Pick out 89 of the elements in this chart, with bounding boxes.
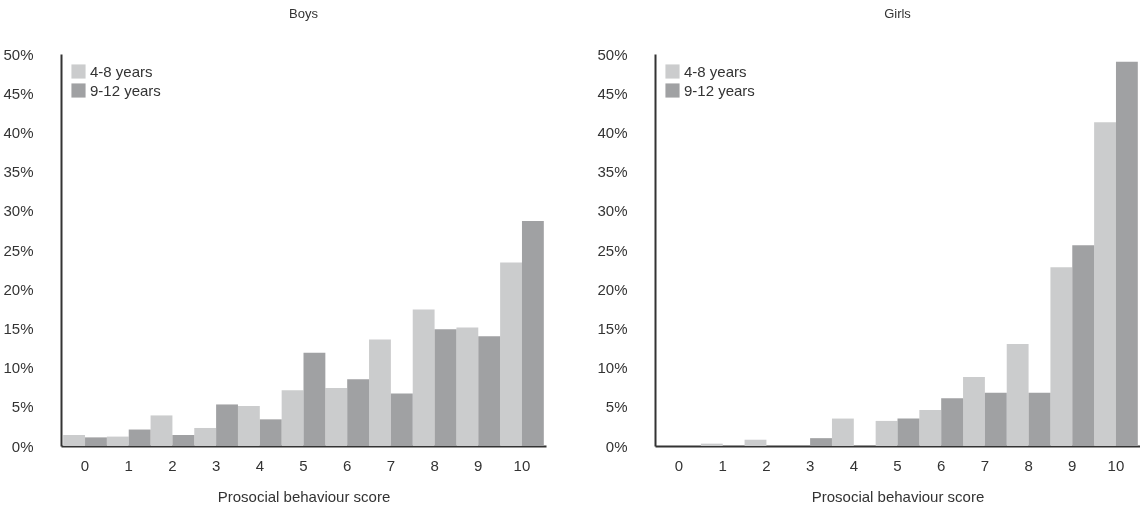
- bar: [831, 418, 854, 446]
- bar: [456, 327, 479, 446]
- x-tick-label: 4: [849, 456, 858, 474]
- y-tick-label: 20%: [597, 280, 628, 298]
- y-tick-label: 45%: [597, 84, 628, 102]
- y-tick-label: 35%: [597, 163, 628, 181]
- x-tick-label: 2: [168, 456, 177, 474]
- bar: [434, 329, 457, 446]
- x-tick-label: 0: [80, 456, 90, 474]
- legend-label: 9-12 years: [684, 81, 755, 99]
- y-tick-label: 50%: [3, 45, 34, 63]
- y-tick-label: 0%: [605, 437, 628, 455]
- bar: [259, 419, 282, 446]
- y-tick-label: 50%: [597, 45, 628, 63]
- bar: [325, 387, 348, 446]
- x-tick-label: 0: [674, 456, 684, 474]
- bar: [1094, 122, 1116, 446]
- bar: [897, 418, 920, 446]
- bar: [150, 415, 173, 446]
- y-tick-label: 30%: [597, 202, 628, 220]
- bar: [875, 420, 898, 446]
- y-tick-label: 5%: [605, 398, 628, 416]
- bar: [810, 438, 832, 446]
- y-tick-label: 25%: [597, 241, 628, 259]
- y-tick-label: 15%: [597, 319, 628, 337]
- bar: [1028, 392, 1051, 446]
- y-tick-label: 45%: [3, 84, 34, 102]
- y-tick-label: 15%: [3, 319, 34, 337]
- bar: [369, 339, 391, 446]
- y-tick-label: 35%: [3, 163, 34, 181]
- x-tick-label: 5: [893, 456, 902, 474]
- legend-label: 9-12 years: [90, 81, 161, 99]
- bar: [1072, 245, 1095, 446]
- bar: [128, 429, 151, 446]
- x-tick-label: 9: [1068, 456, 1077, 474]
- bar: [303, 352, 326, 446]
- x-tick-label: 1: [718, 456, 727, 474]
- bar: [1050, 267, 1073, 446]
- y-tick-label: 30%: [3, 202, 34, 220]
- x-tick-label: 7: [386, 456, 396, 474]
- x-tick-label: 2: [762, 456, 771, 474]
- y-tick-label: 10%: [597, 359, 628, 377]
- bar: [1115, 61, 1138, 446]
- bar: [963, 377, 985, 446]
- x-tick-label: 6: [937, 456, 946, 474]
- bar: [347, 379, 370, 446]
- x-tick-label: 4: [255, 456, 264, 474]
- bar: [194, 427, 217, 446]
- y-tick-label: 0%: [11, 437, 34, 455]
- x-tick-label: 3: [805, 456, 815, 474]
- bar: [281, 390, 304, 446]
- x-tick-label: 3: [211, 456, 221, 474]
- bar: [237, 406, 260, 446]
- x-tick-label: 9: [474, 456, 483, 474]
- y-tick-label: 40%: [597, 123, 628, 141]
- bar: [1006, 344, 1029, 446]
- bar: [390, 393, 413, 446]
- x-tick-label: 8: [1024, 456, 1033, 474]
- y-tick-label: 5%: [11, 398, 34, 416]
- y-tick-label: 20%: [3, 280, 34, 298]
- x-tick-label: 5: [299, 456, 308, 474]
- bar: [216, 404, 238, 446]
- y-tick-label: 10%: [3, 359, 34, 377]
- bar: [984, 392, 1007, 446]
- x-tick-label: 10: [513, 456, 531, 474]
- x-tick-label: 6: [343, 456, 352, 474]
- x-tick-label: 8: [430, 456, 439, 474]
- bar: [478, 336, 501, 446]
- bar: [63, 435, 86, 446]
- bar: [85, 437, 107, 446]
- chart-title: Boys: [289, 6, 319, 21]
- bar: [919, 409, 942, 446]
- chart-title: Girls: [884, 6, 912, 21]
- bar: [744, 439, 767, 446]
- bar: [106, 436, 129, 446]
- x-axis-title: Prosocial behaviour score: [811, 487, 985, 505]
- y-tick-label: 25%: [3, 241, 34, 259]
- bar: [412, 309, 435, 446]
- x-tick-label: 1: [124, 456, 133, 474]
- legend-label: 4-8 years: [90, 62, 153, 80]
- y-tick-label: 40%: [3, 123, 34, 141]
- x-tick-label: 7: [980, 456, 990, 474]
- legend-label: 4-8 years: [684, 62, 747, 80]
- bar: [172, 435, 195, 446]
- x-axis-title: Prosocial behaviour score: [217, 487, 391, 505]
- x-tick-label: 10: [1107, 456, 1125, 474]
- bar: [941, 398, 964, 446]
- bar: [500, 262, 522, 446]
- bar: [521, 220, 544, 446]
